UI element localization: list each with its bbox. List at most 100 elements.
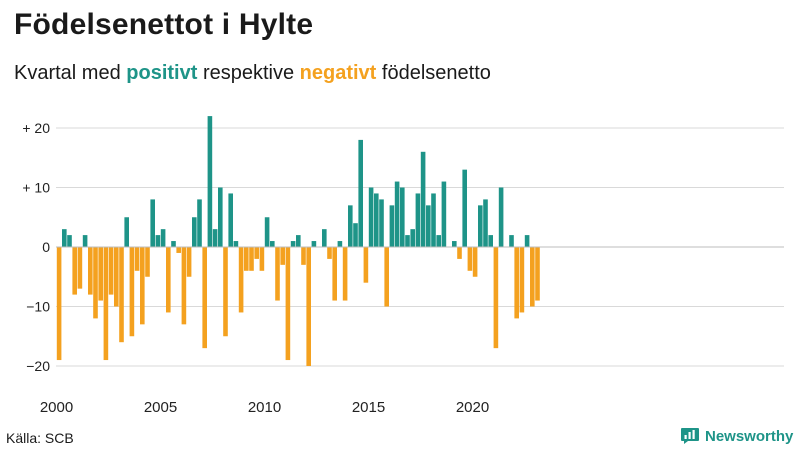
- x-tick-label: 2010: [248, 399, 281, 416]
- bar-q90: [519, 247, 525, 313]
- bar-q86: [498, 187, 504, 247]
- bar-q54: [332, 247, 337, 301]
- bar-q62: [374, 193, 379, 247]
- bar-q65: [389, 205, 395, 247]
- bar-q3: [67, 235, 72, 247]
- bar-q85: [493, 247, 499, 349]
- bar-q73: [431, 193, 436, 247]
- bar-q63: [379, 199, 384, 247]
- bar-q71: [420, 151, 426, 247]
- chart-subtitle: Kvartal med positivt respektive negativt…: [14, 62, 491, 85]
- bar-q26: [186, 247, 192, 277]
- x-tick-label: 2000: [40, 399, 73, 416]
- bar-q77: [452, 241, 457, 247]
- bar-q6: [82, 235, 88, 247]
- bar-q20: [155, 235, 161, 247]
- bar-q1: [56, 247, 62, 361]
- bar-q67: [400, 187, 405, 247]
- bar-q31: [212, 229, 218, 247]
- bar-q49: [306, 247, 311, 366]
- bar-q42: [270, 241, 275, 247]
- y-tick-label: −10: [26, 299, 50, 315]
- bar-q40: [259, 247, 265, 271]
- source-note: Källa: SCB: [6, 430, 74, 446]
- bar-q27: [192, 217, 197, 247]
- bar-q72: [426, 205, 431, 247]
- bar-q36: [238, 247, 244, 313]
- bar-q23: [171, 241, 176, 247]
- bar-q24: [176, 247, 181, 253]
- bar-q32: [218, 187, 223, 247]
- y-tick-label: + 10: [22, 180, 50, 196]
- subtitle-suffix: födelsenetto: [376, 62, 491, 84]
- bar-q45: [285, 247, 291, 361]
- bar-q12: [114, 247, 119, 307]
- bar-q9: [98, 247, 103, 301]
- label-layer: + 20 + 10 0 −10 −20 2000 2005 2010 2015 2020: [22, 120, 489, 416]
- bar-q57: [348, 205, 353, 247]
- y-tick-label: 0: [42, 239, 50, 255]
- bar-q84: [488, 235, 493, 247]
- bar-q59: [358, 139, 363, 247]
- bar-q35: [233, 241, 239, 247]
- bar-q8: [93, 247, 98, 319]
- bar-q79: [462, 169, 467, 247]
- bar-q66: [394, 181, 400, 247]
- bar-q34: [228, 193, 233, 247]
- newsworthy-logo-icon: [681, 428, 699, 444]
- bar-q16: [134, 247, 140, 271]
- bar-q78: [457, 247, 462, 259]
- bar-q19: [150, 199, 155, 247]
- bar-q89: [514, 247, 519, 319]
- bar-q15: [129, 247, 135, 337]
- bar-q80: [467, 247, 473, 271]
- bar-q52: [322, 229, 327, 247]
- bar-q5: [77, 247, 83, 289]
- bar-layer: [56, 116, 540, 366]
- subtitle-negative-word: negativt: [299, 62, 377, 84]
- bar-q58: [353, 223, 358, 247]
- bar-q55: [337, 241, 343, 247]
- bar-q50: [311, 241, 317, 247]
- bar-q83: [483, 199, 488, 247]
- bar-q25: [181, 247, 187, 325]
- bar-q22: [166, 247, 171, 313]
- bar-q68: [405, 235, 410, 247]
- bar-q18: [145, 247, 150, 277]
- bar-q10: [103, 247, 109, 361]
- x-tick-label: 2020: [456, 399, 489, 416]
- bar-q11: [108, 247, 114, 295]
- x-tick-label: 2005: [144, 399, 177, 416]
- bar-q43: [275, 247, 280, 301]
- bar-q2: [62, 229, 67, 247]
- y-tick-label: −20: [26, 358, 50, 374]
- chart-title: Födelsenettot i Hylte: [14, 8, 314, 41]
- bar-q29: [202, 247, 207, 349]
- bar-q41: [264, 217, 270, 247]
- bar-q82: [478, 205, 483, 247]
- bar-q14: [124, 217, 129, 247]
- bar-q33: [223, 247, 228, 337]
- bar-q48: [301, 247, 306, 265]
- bar-q44: [280, 247, 285, 265]
- bar-q46: [290, 241, 296, 247]
- bar-q47: [296, 235, 301, 247]
- brand-name: Newsworthy: [705, 427, 794, 445]
- bar-q74: [436, 235, 441, 247]
- bar-q30: [207, 116, 213, 247]
- subtitle-middle: respektive: [197, 62, 300, 84]
- bar-q70: [415, 193, 421, 247]
- bar-q37: [244, 247, 249, 271]
- bar-q4: [72, 247, 77, 295]
- bar-q61: [368, 187, 374, 247]
- bar-q88: [509, 235, 514, 247]
- bar-q75: [441, 181, 447, 247]
- bar-q92: [530, 247, 535, 307]
- bar-q64: [384, 247, 389, 307]
- brand-logo: Newsworthy: [680, 427, 793, 445]
- bar-q17: [140, 247, 145, 325]
- bar-q21: [160, 229, 166, 247]
- subtitle-positive-word: positivt: [126, 62, 198, 84]
- bar-q91: [524, 235, 530, 247]
